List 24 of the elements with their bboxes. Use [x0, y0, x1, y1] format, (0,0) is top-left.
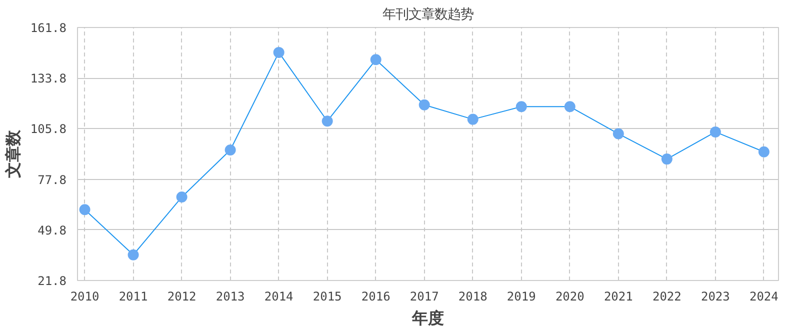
y-axis-title: 文章数: [3, 129, 22, 179]
x-axis-title: 年度: [411, 308, 444, 328]
x-tick-label: 2022: [652, 290, 682, 304]
y-tick-label: 133.8: [30, 72, 66, 86]
x-tick-label: 2013: [216, 290, 245, 304]
y-tick-label: 49.8: [38, 223, 67, 238]
chart-title: 年刊文章数趋势: [382, 8, 474, 22]
x-tick-label: 2018: [458, 290, 488, 304]
x-tick-label: 2010: [70, 290, 100, 304]
x-tick-label: 2012: [167, 290, 196, 304]
y-tick-label: 21.8: [38, 274, 67, 288]
y-tick-label: 77.8: [38, 172, 67, 187]
x-tick-label: 2014: [264, 290, 294, 304]
x-tick-label: 2023: [700, 290, 730, 304]
y-tick-label: 161.8: [30, 21, 66, 35]
x-tick-label: 2016: [361, 290, 390, 304]
x-tick-label: 2019: [506, 290, 536, 304]
x-tick-label: 2021: [604, 290, 633, 304]
x-tick-label: 2011: [118, 290, 148, 304]
x-tick-label: 2020: [555, 290, 584, 304]
x-tick-label: 2024: [749, 290, 778, 304]
y-tick-label: 105.8: [30, 122, 66, 136]
x-tick-label: 2015: [312, 290, 342, 304]
x-tick-label: 2017: [410, 290, 439, 304]
